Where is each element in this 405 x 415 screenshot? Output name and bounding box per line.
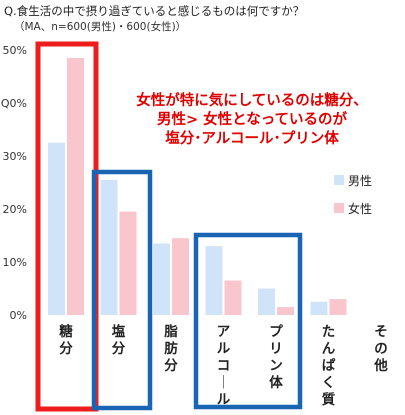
y-tick-label: 30% bbox=[3, 150, 27, 163]
highlight-box-alcohol-purine bbox=[193, 232, 303, 410]
question-title: Q.食生活の中で摂り過ぎていると感じるものは何ですか？ bbox=[4, 4, 305, 18]
legend-swatch-male bbox=[334, 175, 344, 185]
bar-female-1 bbox=[119, 211, 137, 315]
bar-female-2 bbox=[172, 238, 189, 315]
x-tick-label: 塩分 bbox=[112, 323, 126, 357]
bars bbox=[48, 57, 347, 315]
bar-male-2 bbox=[153, 243, 170, 315]
bar-female-5 bbox=[329, 299, 347, 315]
bar-female-4 bbox=[277, 307, 294, 315]
highlight-boxes bbox=[35, 41, 303, 412]
y-tick-label: 10% bbox=[3, 256, 27, 269]
legend-label-female: 女性 bbox=[348, 201, 372, 216]
bar-female-3 bbox=[224, 280, 242, 315]
callout-annotation: 女性が特に気にしているのは糖分、 男性> 女性となっているのが 塩分･アルコール… bbox=[112, 92, 392, 149]
bar-female-0 bbox=[67, 57, 84, 315]
x-tick-label: たんぱく質 bbox=[322, 324, 336, 408]
callout-line-1: 女性が特に気にしているのは糖分、 bbox=[136, 93, 368, 109]
y-axis: 0% 10% 20% 30% Q0% 50% bbox=[1, 44, 27, 322]
y-tick-label: 0% bbox=[10, 309, 27, 322]
sample-note: （MA、n=600(男性)・600(女性)） bbox=[14, 21, 187, 33]
bar-male-4 bbox=[258, 288, 275, 315]
callout-line-2: 男性> 女性となっているのが bbox=[156, 112, 348, 128]
y-tick-label: 50% bbox=[3, 44, 27, 57]
bar-male-1 bbox=[100, 179, 118, 315]
x-tick-label: その他 bbox=[373, 324, 388, 374]
x-tick-label: 糖分 bbox=[59, 323, 73, 357]
bar-male-0 bbox=[48, 142, 65, 315]
bar-male-5 bbox=[310, 301, 328, 315]
highlight-box-salt bbox=[91, 169, 153, 411]
bar-male-3 bbox=[205, 246, 223, 315]
callout-line-3: 塩分･アルコール･プリン体 bbox=[165, 131, 339, 147]
y-tick-label: 20% bbox=[3, 203, 27, 216]
x-axis-labels: 糖分 塩分 脂肪分 アルコ｜ル プリン体 たんぱく質 その他 bbox=[59, 323, 388, 408]
x-tick-label: プリン体 bbox=[269, 324, 283, 391]
y-tick-label: Q0% bbox=[1, 97, 27, 110]
x-tick-label: アルコ｜ル bbox=[217, 324, 231, 408]
legend-label-male: 男性 bbox=[348, 174, 372, 188]
legend-swatch-female bbox=[334, 203, 344, 213]
x-tick-label: 脂肪分 bbox=[163, 323, 178, 374]
